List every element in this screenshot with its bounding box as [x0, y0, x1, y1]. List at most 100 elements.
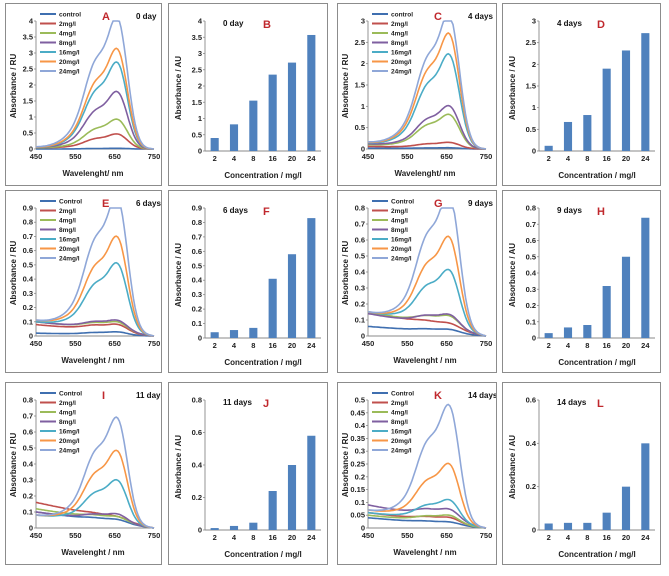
x-tick-label-I: 750 [148, 531, 161, 540]
day-label-H: 9 days [557, 206, 582, 215]
chart-G: 0 0.1 0.2 0.3 0.4 0.5 0.6 0.7 0.8 Absorbance / RU… [341, 198, 493, 365]
panel-letter-D: D [597, 19, 605, 31]
x-tick-label-J: 8 [251, 533, 255, 542]
chart-panel-J: 0 0.2 0.4 0.6 0.8 Absorbance / AU Concentratio… [168, 382, 328, 565]
y-tick-label-I: 0.5 [23, 444, 33, 453]
chart-panel-I: 0 0.1 0.2 0.3 0.4 0.5 0.6 0.7 0.8 Absorbance / RU… [5, 382, 162, 565]
y-tick-label-A: 1 [29, 113, 33, 122]
bar-D-16 [602, 68, 611, 151]
y-tick-label-G: 0.7 [355, 220, 365, 229]
x-axis-label-F: Concentration / mg/l [224, 358, 301, 367]
series-line-G-c8 [367, 312, 487, 337]
series-line-C-c20 [368, 32, 487, 150]
y-tick-label-D: 1.5 [526, 82, 536, 91]
y-tick-label-E: 0.7 [23, 232, 33, 241]
legend-label-G: 2mg/l [391, 208, 408, 215]
bar-B-20 [287, 62, 297, 151]
chart-panel-C: 0 0.5 1 1.5 2 2.5 3 Absorbance / RU Wavelenght/ … [337, 3, 497, 186]
x-tick-label-E: 450 [30, 339, 43, 348]
y-tick-label-K: 0.35 [350, 434, 365, 443]
bar-L-16 [602, 512, 611, 530]
legend-label-K: 16mg/l [391, 428, 412, 435]
x-tick-label-H: 2 [547, 341, 551, 350]
series-line-K-c16 [367, 498, 487, 529]
x-axis-label-C: Wavelenght/ nm [394, 169, 455, 178]
x-axis-label-K: Wavelenght / nm [393, 548, 456, 557]
y-tick-label-C: 3 [361, 17, 365, 26]
bar-J-24 [307, 435, 316, 530]
series-line-C-control [367, 146, 486, 150]
x-tick-label-H: 8 [585, 341, 589, 350]
legend-label-K: 24mg/l [391, 447, 412, 454]
chart-B: 0 0.5 1 1.5 2 2.5 3 3.5 4 Absorbance / AU Concentr… [174, 17, 321, 180]
panel-letter-K: K [434, 390, 442, 402]
series-line-K-control [367, 517, 487, 529]
legend-label-A: 4mg/l [59, 30, 76, 37]
chart-C: 0 0.5 1 1.5 2 2.5 3 Absorbance / RU Wavelenght/ … [341, 11, 493, 178]
y-axis-label-C: Absorbance / RU [341, 54, 350, 119]
x-tick-label-H: 16 [602, 341, 610, 350]
x-axis-label-E: Wavelenght / nm [61, 356, 124, 365]
x-tick-label-F: 8 [251, 341, 255, 350]
bar-L-2 [544, 523, 553, 530]
y-tick-label-K: 0 [361, 524, 365, 533]
y-tick-label-E: 0 [29, 332, 33, 341]
x-tick-label-D: 4 [566, 154, 571, 163]
y-tick-label-G: 0 [361, 332, 365, 341]
x-tick-label-I: 550 [69, 531, 82, 540]
y-tick-label-C: 0.5 [355, 123, 365, 132]
chart-L: 0 0.2 0.4 0.6 Absorbance / AU Concentration /… [508, 396, 655, 559]
y-tick-label-A: 1.5 [23, 97, 33, 106]
y-tick-label-F: 0.1 [192, 319, 202, 328]
x-axis-label-I: Wavelenght / nm [61, 548, 124, 557]
legend-label-G: 24mg/l [391, 255, 412, 262]
y-axis-label-E: Absorbance / RU [9, 241, 18, 306]
y-tick-label-H: 0.4 [526, 269, 537, 278]
y-tick-label-F: 0.9 [192, 204, 202, 213]
y-tick-label-H: 0.2 [526, 301, 536, 310]
bar-F-4 [229, 330, 239, 338]
bar-B-24 [307, 34, 316, 151]
x-tick-label-H: 20 [622, 341, 630, 350]
x-axis-label-J: Concentration / mg/l [224, 550, 301, 559]
legend-label-E: 24mg/l [59, 255, 80, 262]
legend-label-I: 2mg/l [59, 400, 76, 407]
series-line-A-c24 [35, 20, 155, 150]
y-tick-label-F: 0.6 [192, 247, 202, 256]
y-tick-label-B: 1 [198, 114, 202, 123]
x-tick-label-D: 8 [585, 154, 589, 163]
bar-L-8 [583, 522, 592, 530]
chart-A: 0 0.5 1 1.5 2 2.5 3 3.5 4 Absorbance / RU Waveleng… [9, 11, 160, 178]
x-tick-label-C: 650 [440, 152, 453, 161]
series-line-C-c8 [368, 104, 487, 150]
y-tick-label-F: 0.3 [192, 290, 202, 299]
legend-label-I: 8mg/l [59, 419, 76, 426]
x-tick-label-F: 24 [307, 341, 316, 350]
panel-letter-G: G [434, 198, 443, 210]
y-tick-label-H: 0.8 [526, 204, 536, 213]
chart-E: 0 0.1 0.2 0.3 0.4 0.5 0.6 0.7 0.8 0.9 Absorbance /… [9, 198, 161, 365]
panel-letter-H: H [597, 206, 605, 218]
series-line-C-c4 [368, 113, 487, 150]
y-tick-label-J: 0.2 [192, 493, 202, 502]
y-tick-label-J: 0.4 [192, 461, 203, 470]
series-line-K-c20 [367, 462, 487, 529]
chart-K: 0 0.05 0.1 0.15 0.2 0.25 0.3 0.35 0.4 0.45 0.5 Abso… [341, 390, 496, 557]
legend-label-G: Control [391, 198, 414, 205]
y-tick-label-F: 0.8 [192, 218, 202, 227]
y-tick-label-I: 0.1 [23, 508, 33, 517]
legend-label-C: 8mg/l [391, 40, 408, 47]
y-tick-label-E: 0.9 [23, 204, 33, 213]
chart-panel-B: 0 0.5 1 1.5 2 2.5 3 3.5 4 Absorbance / AU Concentr… [168, 3, 328, 186]
y-tick-label-G: 0.1 [355, 316, 365, 325]
panel-letter-B: B [263, 19, 271, 31]
y-axis-label-A: Absorbance / RU [9, 54, 18, 119]
legend-label-A: 20mg/l [59, 59, 80, 66]
bar-J-2 [210, 528, 219, 530]
x-tick-label-K: 750 [480, 531, 493, 540]
y-tick-label-I: 0 [29, 524, 33, 533]
legend-label-E: Control [59, 198, 82, 205]
y-tick-label-J: 0 [198, 526, 202, 535]
series-line-A-c20 [35, 47, 155, 150]
legend-label-I: 16mg/l [59, 428, 80, 435]
